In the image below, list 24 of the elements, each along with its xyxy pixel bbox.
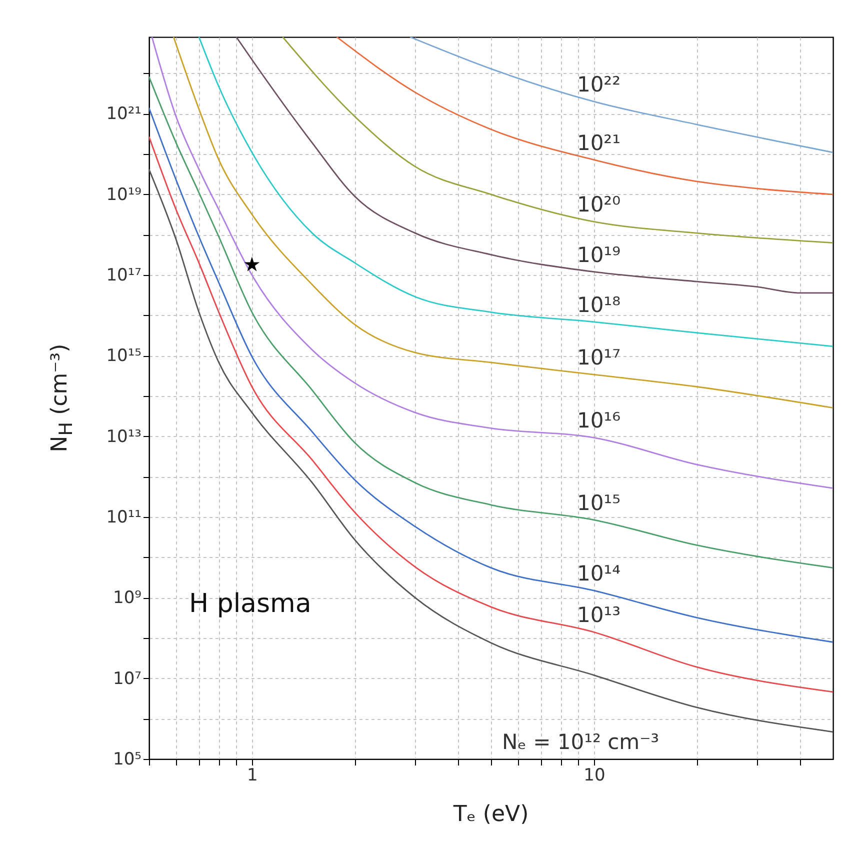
x-tick-label: 1 (247, 766, 258, 786)
y-tick-label: 10⁹ (113, 588, 142, 608)
x-axis-title: Tₑ (eV) (453, 802, 529, 827)
annotation: H plasma (189, 588, 312, 619)
series-label: 10¹⁹ (576, 242, 621, 267)
series-label: 10¹⁴ (576, 562, 621, 586)
y-tick-label: 10⁷ (113, 668, 142, 689)
series-label: 10²⁰ (576, 192, 621, 217)
series-label: 10¹³ (576, 603, 621, 628)
y-tick-label: 10²¹ (106, 104, 142, 124)
y-tick-label: 10⁵ (113, 750, 142, 770)
series-label: 10¹⁶ (576, 408, 621, 433)
y-tick-label: 10¹¹ (106, 508, 142, 528)
series-label: 10²¹ (576, 130, 621, 155)
series-label: 10¹⁷ (576, 346, 621, 370)
y-tick-label: 10¹⁷ (106, 266, 142, 286)
series-label: Nₑ = 10¹² cm⁻³ (502, 730, 660, 754)
y-tick-label: 10¹⁹ (106, 184, 142, 205)
series-label: 10²² (576, 72, 621, 97)
y-tick-label: 10¹³ (106, 426, 142, 447)
series-label: 10¹⁸ (576, 292, 621, 317)
x-tick-label: 10 (584, 766, 606, 786)
y-tick-label: 10¹⁵ (106, 346, 142, 366)
series-label: 10¹⁵ (576, 490, 621, 515)
